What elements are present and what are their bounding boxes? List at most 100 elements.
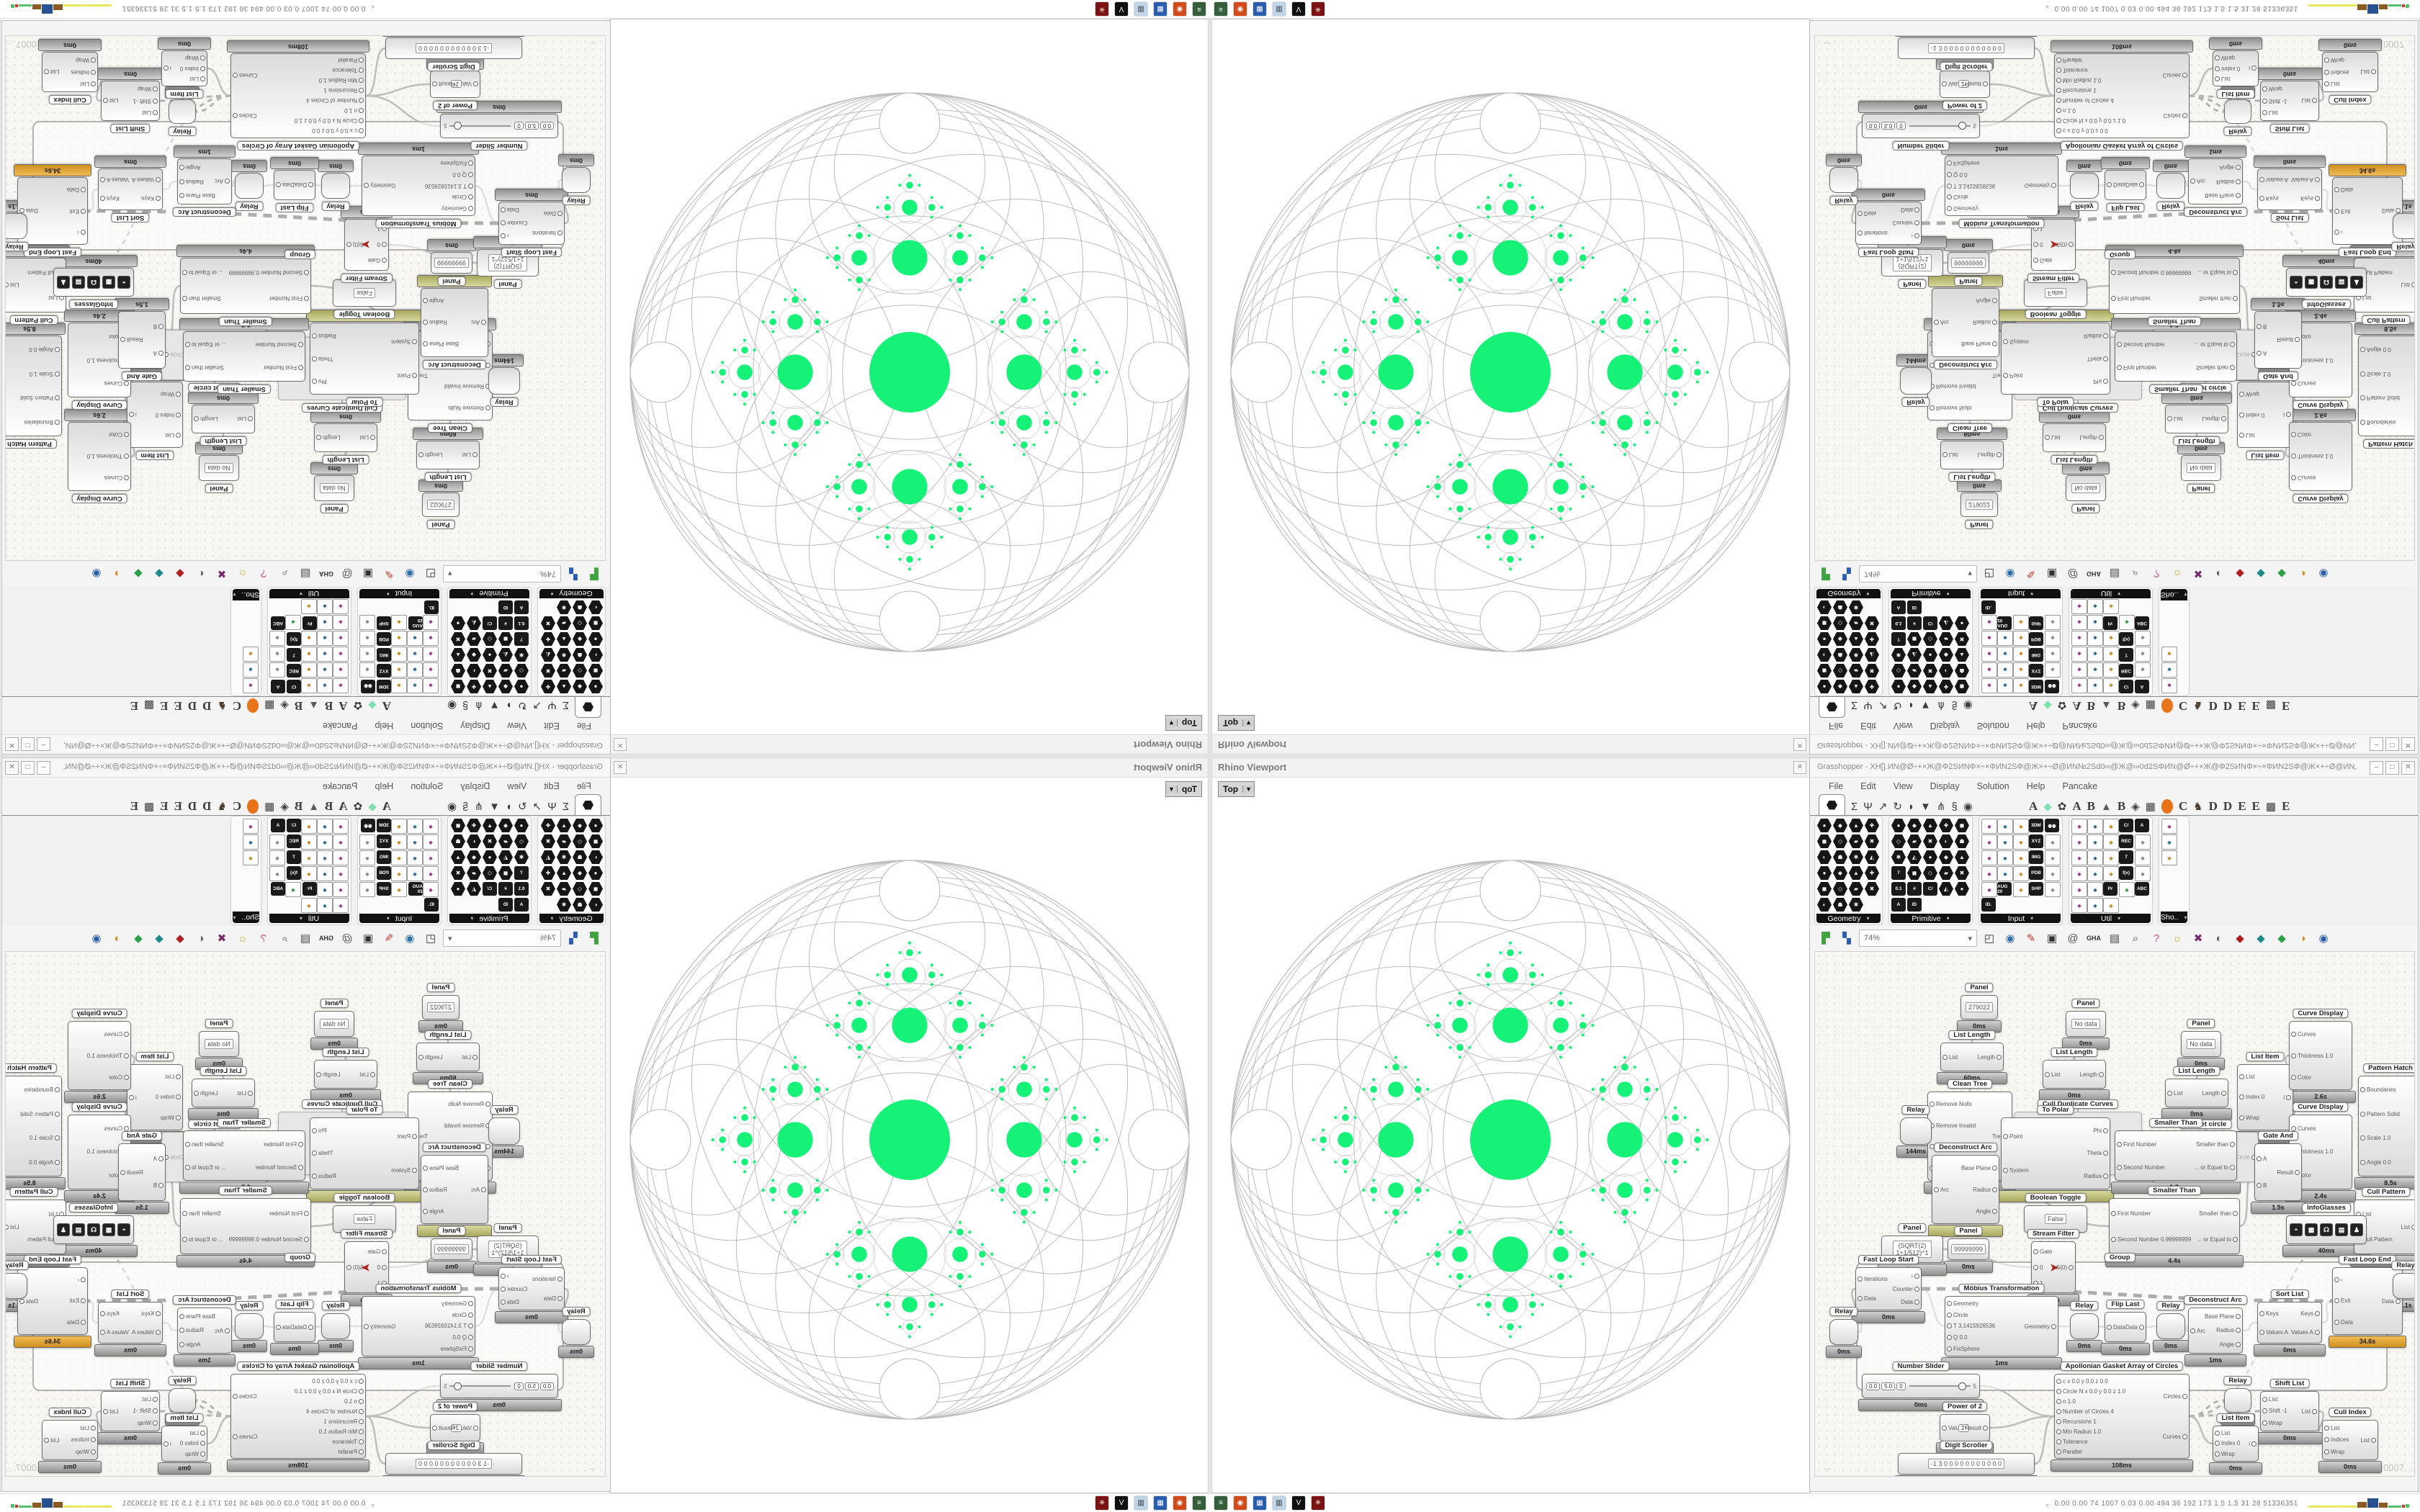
component-icon[interactable]: ◆ <box>2013 819 2029 834</box>
port-in[interactable]: A <box>153 350 163 356</box>
port-out[interactable]: Circles <box>2163 113 2187 120</box>
port-in[interactable]: Pattern Solid <box>2360 395 2400 401</box>
canvas-grid-handle-icon[interactable]: ⁙ <box>2406 1467 2413 1475</box>
component-icon[interactable]: ✱ <box>1849 850 1863 864</box>
gem-blue-icon[interactable]: ◉ <box>91 567 102 580</box>
menu-item-display[interactable]: Display <box>1930 721 1960 731</box>
port-out[interactable]: Geometry <box>2025 183 2056 189</box>
taskbar-app-calculator-icon[interactable]: ▥ <box>1134 1496 1147 1510</box>
port-in[interactable]: List <box>71 1425 96 1431</box>
component-icon[interactable]: 0.1 <box>514 616 529 630</box>
component-icon[interactable]: Pr <box>302 882 317 896</box>
component-icon[interactable]: ◇ <box>1833 664 1847 678</box>
open-file-icon[interactable]: ▛ <box>590 567 599 580</box>
tab-28[interactable]: E <box>2282 699 2290 713</box>
node-body[interactable]: Iterations Data › Counter Data <box>1855 202 1922 245</box>
menu-item-file[interactable]: File <box>576 781 591 791</box>
component-icon[interactable]: ◆ <box>2087 882 2103 897</box>
node-body[interactable] <box>321 173 350 199</box>
port-in[interactable]: c x 0.0 y 0.0 z 0.0 <box>2056 1378 2125 1385</box>
component-icon[interactable]: ✚ <box>1865 819 1879 832</box>
component-icon[interactable]: ◆ <box>317 647 333 662</box>
port-in[interactable]: Arc <box>215 1328 230 1334</box>
port-in[interactable]: System <box>391 1167 417 1174</box>
port-out[interactable]: i <box>2249 66 2257 72</box>
slider-value[interactable]: 5.0 <box>524 122 539 130</box>
component-icon[interactable]: f(x) <box>287 632 301 646</box>
tab-5[interactable]: ◗ <box>505 800 513 813</box>
maximize-button[interactable]: □ <box>21 737 35 751</box>
component-icon[interactable]: ◆ <box>2045 834 2061 850</box>
component-icon[interactable]: ◆ <box>573 680 587 693</box>
node-body[interactable]: Value 2ⁿ Result <box>430 1414 480 1441</box>
tab-26[interactable]: E <box>160 699 169 713</box>
shuffle-icon[interactable]: ✖ <box>2193 567 2203 580</box>
minimize-button[interactable]: – <box>37 761 50 775</box>
node-body[interactable]: List Index 0 Wrap i <box>2213 1426 2259 1462</box>
menu-item-edit[interactable]: Edit <box>1860 781 1876 791</box>
component-icon[interactable]: ◇ <box>573 664 587 678</box>
component-icon[interactable]: A <box>2135 819 2149 832</box>
component-icon[interactable]: ◆ <box>407 866 423 881</box>
component-icon[interactable]: C/ <box>1923 616 1937 630</box>
node-cull-index[interactable]: Cull Index List Indices Wrap List 0ms <box>2318 39 2382 104</box>
port-out[interactable]: Radius <box>2084 333 2108 339</box>
node-body[interactable]: Keys Values A Keys Values A <box>98 168 163 210</box>
port-in[interactable]: Values A <box>132 177 161 184</box>
node-number-slider[interactable]: Number Slider 0.0 5.0 0 5 0ms <box>1858 1362 1984 1411</box>
node-sort-list[interactable]: Sort List Keys Values A Keys Values A 0ms <box>2254 156 2326 222</box>
component-icon[interactable]: ▰ <box>1849 882 1863 896</box>
monitor-icon[interactable]: ▣ <box>2046 932 2058 945</box>
preview-off-icon[interactable]: ◆ <box>176 932 184 945</box>
node-list-length[interactable]: List Length List Length 60ms <box>413 428 483 482</box>
port-out[interactable]: Length <box>2202 1090 2226 1097</box>
palette-panel-label[interactable]: Geometry ▾ <box>539 589 604 598</box>
component-icon[interactable]: ◆ <box>423 834 439 850</box>
port-in[interactable]: Gate <box>368 1248 387 1255</box>
tab-27[interactable]: ▩ <box>143 699 155 711</box>
zoom-select[interactable]: 74% ▾ <box>1859 930 1977 947</box>
component-icon[interactable]: ◆ <box>301 599 317 614</box>
tab-3[interactable]: ↗ <box>532 699 542 711</box>
node-list-length[interactable]: List Length List Length 60ms <box>1937 428 2007 482</box>
port-in[interactable]: Wrap <box>2324 57 2349 63</box>
port-in[interactable]: n 1.0 <box>2056 108 2125 114</box>
tab-0[interactable] <box>575 697 601 718</box>
tab-4[interactable]: ↻ <box>518 801 527 813</box>
tab-25[interactable]: E <box>174 799 182 813</box>
component-icon[interactable]: ◆ <box>1981 615 1997 630</box>
component-icon[interactable]: ◆ <box>2045 662 2061 678</box>
port-in[interactable]: Iterations <box>532 230 563 236</box>
taskbar-app-calculator-icon[interactable]: ▥ <box>1273 1496 1286 1510</box>
zoom-extents-icon[interactable]: ◰ <box>1984 932 1995 945</box>
port-out[interactable]: Keys <box>100 1310 129 1317</box>
menu-item-file[interactable]: File <box>576 721 591 731</box>
port-in[interactable]: T 3.1415926536 <box>425 1323 473 1329</box>
component-icon[interactable]: ▰ <box>557 616 571 630</box>
node-number-slider[interactable]: Number Slider 0.0 5.0 0 5 0ms <box>1858 101 1984 150</box>
port-out[interactable]: Result <box>2277 337 2300 343</box>
component-icon[interactable]: ● <box>1955 616 1969 630</box>
tab-12[interactable]: ◆ <box>368 801 377 813</box>
port-in[interactable]: List <box>1942 452 1958 459</box>
port-out[interactable]: Smaller than <box>2197 296 2238 302</box>
node-cull-index[interactable]: Cull Index List Indices Wrap List 0ms <box>38 1408 102 1473</box>
node-fast-loop-end[interactable]: Fast Loop End ‹ Exit Data Data 34.6s <box>14 1255 91 1348</box>
port-out[interactable]: Theta <box>312 356 336 362</box>
component-icon[interactable]: ● <box>588 866 603 880</box>
component-icon[interactable]: f(x) <box>2119 632 2133 646</box>
tab-5[interactable]: ◗ <box>1907 699 1915 712</box>
component-icon[interactable]: ◆ <box>2013 678 2029 693</box>
slider-track[interactable] <box>449 122 511 130</box>
node-body[interactable]: List Length <box>2043 423 2106 452</box>
bulbs-icon[interactable]: ☼ <box>2172 932 2182 945</box>
component-icon[interactable]: ✚ <box>541 819 555 832</box>
node-boolean-toggle[interactable]: Boolean Toggle False <box>2024 1193 2087 1233</box>
node-smaller-than[interactable]: Smaller Than First Number Second Number Sma… <box>179 318 309 394</box>
port-in[interactable]: List <box>1942 1054 1958 1061</box>
component-icon[interactable]: Pr <box>302 616 317 630</box>
port-out[interactable]: › <box>501 233 527 240</box>
